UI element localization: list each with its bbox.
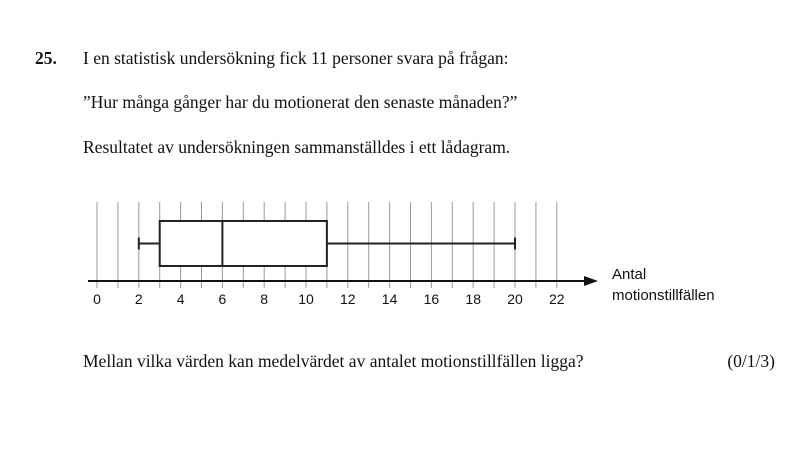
problem-number: 25. xyxy=(35,48,57,68)
axis-arrow-icon xyxy=(584,276,598,286)
tick-label: 14 xyxy=(382,291,398,307)
box xyxy=(158,220,328,267)
box-plot: 0 2 4 6 8 10 12 14 16 18 20 22 xyxy=(88,202,598,307)
tick-label: 10 xyxy=(298,291,314,307)
tick-label: 12 xyxy=(340,291,356,307)
points-label: (0/1/3) xyxy=(727,351,775,371)
tick-label: 2 xyxy=(135,291,143,307)
tick-label: 22 xyxy=(549,291,565,307)
problem-intro: I en statistisk undersökning fick 11 per… xyxy=(83,48,509,68)
tick-label: 6 xyxy=(219,291,227,307)
tick-label: 20 xyxy=(507,291,523,307)
problem-quote: ”Hur många gånger har du motionerat den … xyxy=(83,92,518,112)
tick-label: 8 xyxy=(260,291,268,307)
tick-label: 16 xyxy=(424,291,440,307)
axis-label-line1: Antal xyxy=(612,266,647,283)
axis-label-line2: motionstillfällen xyxy=(612,287,715,304)
tick-label: 18 xyxy=(465,291,481,307)
problem-result: Resultatet av undersökningen sammanställ… xyxy=(83,137,511,157)
question-text: Mellan vilka värden kan medelvärdet av a… xyxy=(83,351,584,371)
tick-label: 0 xyxy=(93,291,101,307)
tick-label: 4 xyxy=(177,291,185,307)
